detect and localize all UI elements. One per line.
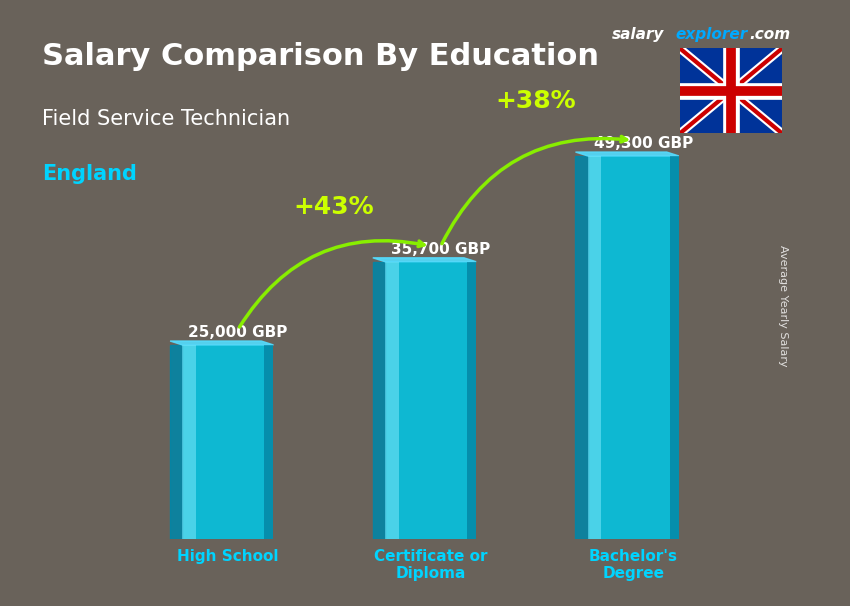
Text: +38%: +38% bbox=[496, 89, 576, 113]
Text: 35,700 GBP: 35,700 GBP bbox=[391, 242, 490, 257]
Text: England: England bbox=[42, 164, 138, 184]
Polygon shape bbox=[170, 345, 182, 539]
Bar bbox=[182, 345, 196, 539]
Polygon shape bbox=[170, 341, 274, 345]
Polygon shape bbox=[575, 152, 679, 156]
Text: salary: salary bbox=[612, 27, 665, 42]
Text: .com: .com bbox=[750, 27, 791, 42]
Text: Average Yearly Salary: Average Yearly Salary bbox=[779, 245, 788, 367]
Text: Salary Comparison By Education: Salary Comparison By Education bbox=[42, 42, 599, 72]
Bar bbox=[587, 156, 601, 539]
Text: +43%: +43% bbox=[293, 195, 374, 219]
Polygon shape bbox=[373, 258, 476, 262]
Text: Field Service Technician: Field Service Technician bbox=[42, 109, 291, 129]
Bar bbox=[385, 262, 399, 539]
Bar bbox=[182, 345, 274, 539]
Bar bbox=[670, 156, 679, 539]
Text: explorer: explorer bbox=[676, 27, 748, 42]
Bar bbox=[385, 262, 476, 539]
Text: 49,300 GBP: 49,300 GBP bbox=[594, 136, 693, 152]
Bar bbox=[467, 262, 476, 539]
Polygon shape bbox=[373, 262, 385, 539]
Text: 25,000 GBP: 25,000 GBP bbox=[189, 325, 287, 340]
Bar bbox=[264, 345, 274, 539]
Bar bbox=[587, 156, 679, 539]
Polygon shape bbox=[575, 156, 587, 539]
